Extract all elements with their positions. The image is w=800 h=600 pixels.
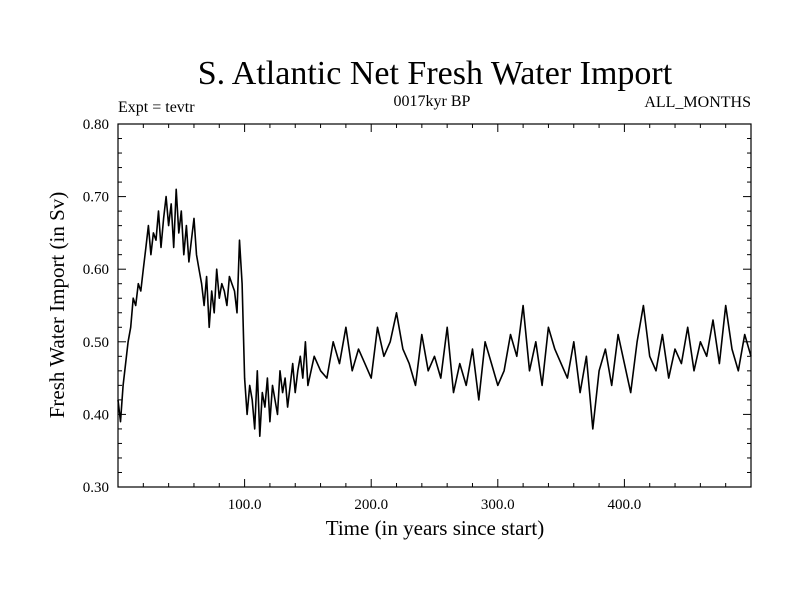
- chart-title: S. Atlantic Net Fresh Water Import: [198, 55, 673, 92]
- x-tick-label: 300.0: [481, 497, 515, 513]
- y-tick-label: 0.80: [83, 117, 109, 133]
- plot-frame: [117, 123, 752, 488]
- x-tick-label: 200.0: [354, 497, 388, 513]
- x-axis-label: Time (in years since start): [326, 516, 545, 540]
- y-tick-label: 0.50: [83, 335, 109, 351]
- months-label: ALL_MONTHS: [644, 94, 751, 111]
- y-axis-label: Fresh Water Import (in Sv): [45, 192, 69, 419]
- y-tick-label: 0.60: [83, 262, 109, 278]
- x-axis: 100.0 200.0 300.0 400.0: [142, 124, 727, 513]
- y-tick-label: 0.70: [83, 190, 109, 206]
- y-axis: 0.30 0.40 0.50 0.60 0.70 0.80: [83, 117, 751, 496]
- series-line: [117, 188, 752, 437]
- period-label: 0017kyr BP: [394, 93, 471, 110]
- y-tick-label: 0.40: [83, 407, 109, 423]
- experiment-label: Expt = tevtr: [118, 99, 195, 116]
- x-tick-label: 400.0: [608, 497, 642, 513]
- x-tick-label: 100.0: [228, 497, 262, 513]
- y-tick-label: 0.30: [83, 480, 109, 496]
